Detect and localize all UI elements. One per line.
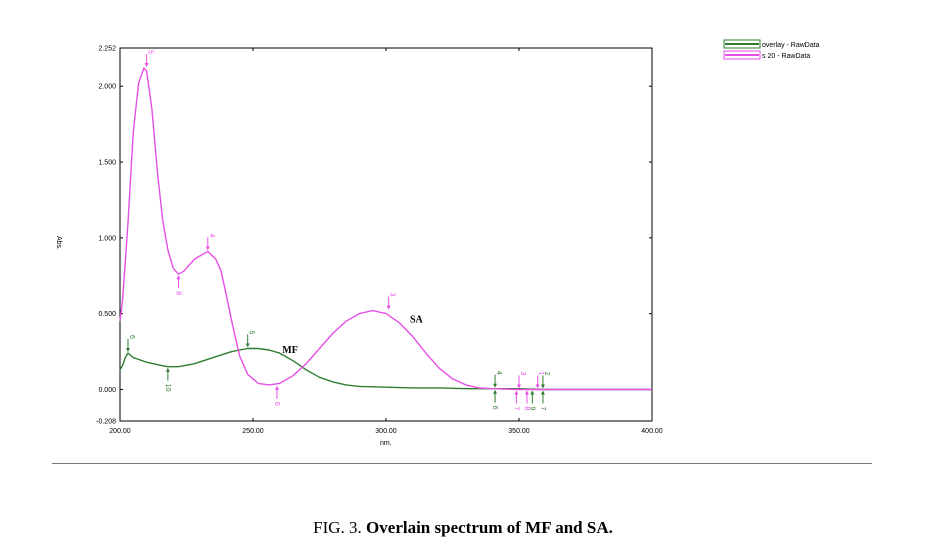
- marker-label: 1: [538, 371, 545, 375]
- marker-arrowhead: [176, 275, 181, 280]
- series-line-s20: [119, 67, 652, 391]
- marker-arrowhead: [524, 390, 529, 395]
- y-axis-ticks: -0.208 0.000 0.500 1.000 1.500 2.000 2.252: [96, 46, 652, 426]
- legend-label-overlay: overlay - RawData: [762, 42, 820, 49]
- x-axis-ticks: 200.00 250.00 300.00 350.00 400.00: [109, 48, 663, 435]
- caption-divider: [52, 463, 872, 464]
- marker-label: 6: [273, 402, 280, 406]
- legend: overlay - RawData s 20 - RawData: [723, 39, 820, 60]
- caption-title: Overlain spectrum of MF and SA.: [366, 518, 613, 537]
- marker-label: 4: [495, 371, 502, 375]
- y-tick-label: 1.500: [98, 160, 116, 167]
- marker-arrowhead: [540, 384, 545, 389]
- marker-label: 10: [164, 384, 171, 392]
- x-tick-label: 200.00: [109, 428, 131, 435]
- peak-annotations: MF SA: [282, 315, 423, 356]
- marker-arrowhead: [165, 367, 170, 372]
- marker-label: 7: [539, 406, 546, 410]
- y-tick-label: 2.000: [98, 84, 116, 91]
- marker-label: 2: [543, 371, 550, 375]
- marker-label: 7: [512, 406, 519, 410]
- marker-arrowhead: [125, 348, 130, 353]
- caption-prefix: FIG. 3.: [313, 518, 362, 537]
- x-tick-label: 400.00: [641, 428, 663, 435]
- peak-label-sa: SA: [410, 315, 424, 326]
- marker-label: 3: [389, 293, 396, 297]
- legend-label-s20: s 20 - RawData: [762, 53, 810, 60]
- marker-arrowhead: [274, 385, 279, 390]
- x-tick-label: 350.00: [508, 428, 530, 435]
- marker-label: 6: [491, 406, 498, 410]
- y-tick-label: 2.252: [98, 46, 116, 53]
- marker-arrowhead: [245, 343, 250, 348]
- marker-label: 3: [519, 371, 526, 375]
- y-tick-label: -0.208: [96, 419, 116, 426]
- marker-arrowhead: [493, 389, 498, 394]
- marker-label: 5: [147, 50, 154, 54]
- peak-label-mf: MF: [282, 345, 298, 356]
- marker-arrowhead: [517, 384, 521, 389]
- x-axis-title: nm.: [380, 440, 392, 447]
- y-tick-label: 0.000: [98, 387, 116, 394]
- marker-label: 9: [528, 406, 535, 410]
- series-layer: [119, 67, 652, 391]
- y-tick-label: 0.500: [98, 311, 116, 318]
- marker-arrowhead: [493, 383, 498, 388]
- marker-arrowhead: [205, 246, 210, 251]
- marker-label: 4: [208, 233, 215, 237]
- y-tick-label: 1.000: [98, 235, 116, 242]
- marker-arrowhead: [144, 63, 149, 68]
- marker-arrowhead: [540, 390, 545, 395]
- marker-arrowhead: [530, 390, 535, 395]
- y-axis-title: Abs.: [55, 236, 62, 250]
- marker-label: 6: [128, 335, 135, 339]
- marker-label: 5: [248, 331, 255, 335]
- marker-arrowhead: [386, 305, 391, 310]
- plot-frame: [119, 47, 653, 422]
- marker-label: 8: [175, 291, 182, 295]
- x-tick-label: 250.00: [242, 428, 264, 435]
- figure-caption: FIG. 3. Overlain spectrum of MF and SA.: [0, 518, 926, 538]
- series-line-overlay: [119, 347, 652, 391]
- marker-label: 8: [523, 406, 530, 410]
- marker-arrowhead: [514, 390, 519, 395]
- marker-arrowhead: [535, 384, 540, 389]
- x-tick-label: 300.00: [375, 428, 397, 435]
